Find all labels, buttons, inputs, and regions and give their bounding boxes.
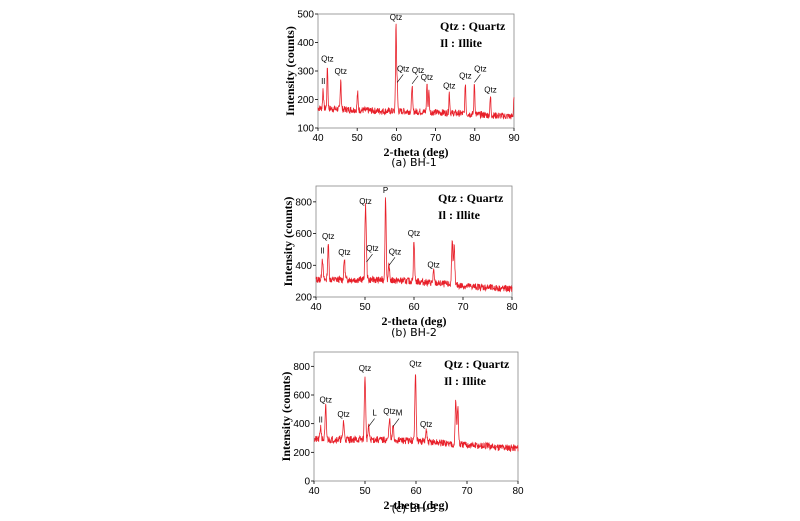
- peak-label: Qtz: [383, 407, 395, 416]
- legend-entry: Qtz : Quartz: [444, 357, 510, 371]
- y-axis-title: Intensity (counts): [279, 372, 293, 462]
- x-tick-label: 80: [469, 133, 481, 144]
- y-tick-label: 600: [293, 391, 310, 402]
- peak-leader-line: [392, 418, 400, 427]
- panel-caption: (b) BH-2: [391, 326, 437, 339]
- peak-label: Qtz: [409, 360, 421, 369]
- peak-leader-line: [366, 253, 373, 263]
- x-tick-label: 50: [359, 302, 371, 313]
- diffraction-trace: [317, 23, 515, 120]
- peak-label: P: [383, 186, 388, 195]
- peak-label: M: [396, 409, 403, 418]
- x-tick-label: 70: [457, 302, 469, 313]
- x-tick-label: 40: [308, 486, 320, 497]
- peak-leader-line: [411, 75, 419, 85]
- legend-entry: Qtz : Quartz: [438, 191, 504, 205]
- y-tick-label: 400: [295, 261, 312, 272]
- y-tick-label: 200: [293, 448, 310, 459]
- peak-label: Qtz: [335, 67, 347, 76]
- x-axis-title: 2-theta (deg): [384, 145, 449, 159]
- peak-label: Qtz: [427, 261, 439, 270]
- y-tick-label: 0: [304, 477, 310, 488]
- peak-label: Qtz: [359, 364, 371, 373]
- peak-label: Qtz: [420, 420, 432, 429]
- peak-label: Il: [321, 77, 325, 86]
- x-tick-label: 70: [430, 133, 442, 144]
- peak-label: Qtz: [443, 81, 455, 90]
- x-axis-title: 2-theta (deg): [382, 314, 447, 328]
- legend-entry: Il : Illite: [444, 374, 487, 388]
- peak-label: Qtz: [421, 73, 433, 82]
- peak-label: Qtz: [321, 54, 333, 63]
- peak-label: Qtz: [390, 13, 402, 22]
- peak-label: Qtz: [474, 64, 486, 73]
- x-tick-label: 90: [508, 133, 520, 144]
- peak-label: Qtz: [412, 66, 424, 75]
- y-tick-label: 200: [295, 293, 312, 304]
- peak-label: Il: [320, 246, 324, 255]
- y-tick-label: 300: [297, 67, 314, 78]
- y-tick-label: 600: [295, 229, 312, 240]
- y-axis-title: Intensity (counts): [281, 197, 295, 287]
- legend-entry: Il : Illite: [438, 208, 481, 222]
- panel-caption: (c) BH-3: [392, 502, 437, 515]
- x-tick-label: 40: [312, 133, 324, 144]
- panel-caption: (a) BH-1: [391, 156, 437, 169]
- peak-label: Qtz: [322, 232, 334, 241]
- peak-label: Qtz: [320, 395, 332, 404]
- diffraction-trace: [313, 374, 519, 453]
- legend-entry: Il : Illite: [440, 36, 483, 50]
- peak-leader-line: [388, 257, 396, 266]
- diffraction-trace: [315, 197, 513, 293]
- x-tick-label: 60: [410, 486, 422, 497]
- peak-label: Qtz: [459, 71, 471, 80]
- y-tick-label: 400: [293, 419, 310, 430]
- chart-panel-2: 40 50 60 70 80 200 400 600 800 2-theta (deg) Inten…: [281, 185, 518, 339]
- y-axis-title: Intensity (counts): [283, 26, 297, 116]
- chart-panel-1: 40 50 60 70 80 90 100 200 300 400 500 2-theta (deg)…: [283, 10, 520, 170]
- x-tick-label: 60: [408, 302, 420, 313]
- peak-label: Qtz: [397, 64, 409, 73]
- x-tick-label: 80: [512, 486, 524, 497]
- x-tick-label: 50: [352, 133, 364, 144]
- y-tick-label: 800: [293, 362, 310, 373]
- peak-label: Qtz: [338, 248, 350, 257]
- x-tick-label: 70: [461, 486, 473, 497]
- peak-label: Qtz: [408, 229, 420, 238]
- peak-label: Qtz: [366, 244, 378, 253]
- y-tick-label: 100: [297, 124, 314, 135]
- y-tick-label: 800: [295, 197, 312, 208]
- peak-label: Qtz: [389, 247, 401, 256]
- x-tick-label: 50: [359, 486, 371, 497]
- peak-label: Qtz: [484, 86, 496, 95]
- y-tick-label: 200: [297, 95, 314, 106]
- x-tick-label: 60: [391, 133, 403, 144]
- peak-label: Qtz: [359, 197, 371, 206]
- x-tick-label: 80: [506, 302, 518, 313]
- x-axis-title: 2-theta (deg): [384, 498, 449, 512]
- y-tick-label: 500: [297, 10, 314, 21]
- peak-label: Qtz: [337, 410, 349, 419]
- legend-entry: Qtz : Quartz: [440, 19, 506, 33]
- peak-leader-line: [396, 74, 404, 83]
- x-tick-label: 40: [310, 302, 322, 313]
- peak-leader-line: [368, 418, 375, 427]
- peak-label: L: [372, 409, 377, 418]
- y-tick-label: 400: [297, 38, 314, 49]
- peak-leader-line: [474, 74, 481, 83]
- peak-label: Il: [319, 416, 323, 425]
